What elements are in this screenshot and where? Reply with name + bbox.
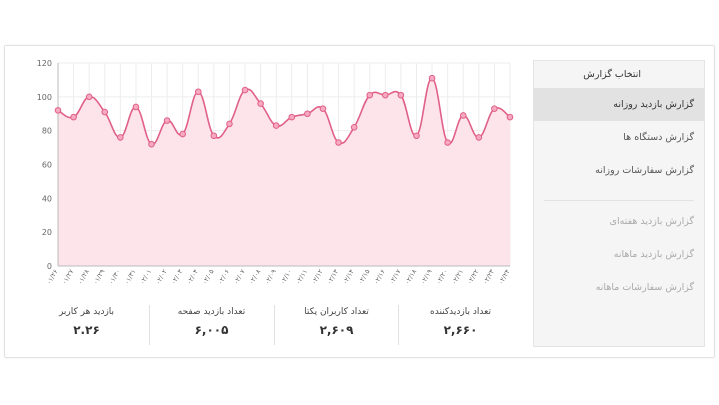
data-point	[382, 91, 389, 99]
sidebar-divider	[544, 200, 694, 201]
data-point	[194, 88, 202, 96]
x-tick-label: ۰۲/۰۷	[232, 268, 247, 286]
sidebar-item-monthly-orders: گزارش سفارشات ماهانه	[595, 282, 694, 293]
y-tick-label: 60	[42, 161, 52, 170]
data-point	[179, 130, 186, 138]
data-point	[85, 93, 93, 101]
data-point	[428, 74, 436, 82]
data-point	[413, 132, 420, 140]
report-sidebar: انتخاب گزارش گزارش بازدید روزانه گزارش دس…	[533, 60, 705, 347]
stat-box: بازدید هر کاربر ۲.۲۶	[24, 305, 149, 337]
x-tick-label: ۰۲/۰۶	[216, 268, 231, 286]
data-point	[241, 86, 249, 94]
x-tick-label: ۰۲/۰۳	[169, 268, 184, 286]
data-point	[335, 139, 342, 146]
data-point	[70, 113, 77, 121]
x-tick-label: ۰۲/۰۹	[263, 268, 278, 286]
sidebar-item-monthly-visits: گزارش بازدید ماهانه	[613, 249, 694, 260]
stat-divider	[398, 305, 399, 345]
sidebar-item-devices[interactable]: گزارش دستگاه ها	[623, 132, 694, 143]
data-point	[54, 107, 62, 114]
x-tick-label: ۰۲/۰۱	[138, 268, 153, 286]
x-tick-label: ۰۲/۲۲	[466, 268, 481, 286]
x-tick-label: ۰۱/۲۸	[76, 268, 91, 286]
x-tick-label: ۰۲/۱۹	[419, 268, 434, 286]
x-tick-label: ۰۲/۲۰	[434, 268, 449, 286]
x-tick-label: ۰۲/۱۰	[279, 268, 294, 286]
area-fill	[58, 78, 510, 266]
stat-label: تعداد بازدیدکننده	[430, 307, 491, 317]
x-tick-label: ۰۲/۱۸	[403, 268, 418, 286]
sidebar-item-weekly-visits: گزارش بازدید هفته‌ای	[609, 216, 694, 227]
data-point	[459, 112, 467, 119]
y-tick-label: 20	[42, 228, 52, 237]
data-point	[163, 117, 171, 124]
x-tick-label: ۰۱/۲۹	[91, 268, 106, 286]
stat-box: تعداد کاربران یکتا ۲,۶۰۹	[274, 305, 399, 337]
x-tick-label: ۰۲/۱۵	[356, 268, 371, 286]
x-tick-label: ۰۱/۳۱	[123, 268, 138, 286]
stat-value: ۲,۶۰۹	[319, 323, 354, 337]
stat-value: ۶,۰۰۵	[194, 323, 229, 337]
data-point	[288, 113, 296, 121]
x-tick-label: ۰۱/۳۰	[107, 268, 122, 286]
x-tick-label: ۰۲/۱۳	[325, 268, 340, 286]
stat-value: ۲,۶۶۰	[443, 323, 478, 337]
data-point	[350, 123, 358, 131]
x-tick-label: ۰۲/۱۷	[388, 268, 403, 286]
x-tick-label: ۰۲/۲۳	[481, 268, 496, 286]
x-tick-label: ۰۲/۱۱	[294, 268, 309, 286]
x-tick-label: ۰۲/۰۴	[185, 268, 200, 286]
sidebar-item-daily-visits[interactable]: گزارش بازدید روزانه	[534, 88, 704, 121]
data-point	[319, 105, 327, 112]
data-point	[117, 134, 124, 141]
data-point	[506, 113, 514, 121]
data-point	[148, 140, 155, 148]
data-point	[304, 110, 311, 118]
stat-divider	[149, 305, 150, 345]
stat-box: تعداد بازدیدکننده ۲,۶۶۰	[398, 305, 523, 337]
data-point	[132, 103, 140, 111]
x-tick-label: ۰۲/۲۴	[497, 268, 512, 286]
data-point	[101, 108, 109, 116]
data-point	[257, 100, 264, 107]
data-point	[272, 122, 280, 129]
x-tick-label: ۰۲/۲۱	[450, 268, 465, 286]
stat-label: تعداد کاربران یکتا	[304, 307, 369, 317]
data-point	[444, 139, 451, 146]
x-tick-label: ۰۲/۰۸	[247, 268, 262, 286]
stat-label: تعداد بازدید صفحه	[177, 307, 246, 317]
data-point	[366, 91, 374, 99]
x-tick-label: ۰۲/۰۵	[201, 268, 216, 286]
y-tick-label: 80	[42, 127, 52, 136]
data-point	[491, 105, 498, 112]
data-point	[397, 91, 405, 99]
x-tick-label: ۰۲/۱۴	[341, 268, 356, 286]
x-tick-label: ۰۱/۲۷	[60, 268, 75, 286]
x-tick-label: ۰۲/۰۲	[154, 268, 169, 286]
y-tick-label: 0	[47, 262, 52, 271]
y-tick-label: 100	[37, 93, 52, 102]
stat-divider	[274, 305, 275, 345]
stat-value: ۲.۲۶	[73, 323, 100, 337]
sidebar-item-daily-orders[interactable]: گزارش سفارشات روزانه	[595, 165, 694, 176]
sidebar-title: انتخاب گزارش	[583, 69, 641, 80]
x-tick-label: ۰۲/۱۲	[310, 268, 325, 286]
x-tick-label: ۰۲/۱۶	[372, 268, 387, 286]
data-point	[475, 134, 483, 141]
y-tick-label: 120	[37, 59, 52, 68]
stat-box: تعداد بازدید صفحه ۶,۰۰۵	[149, 305, 274, 337]
data-point	[226, 120, 233, 128]
stat-label: بازدید هر کاربر	[58, 307, 115, 317]
y-tick-label: 40	[42, 194, 52, 203]
data-point	[210, 132, 218, 140]
